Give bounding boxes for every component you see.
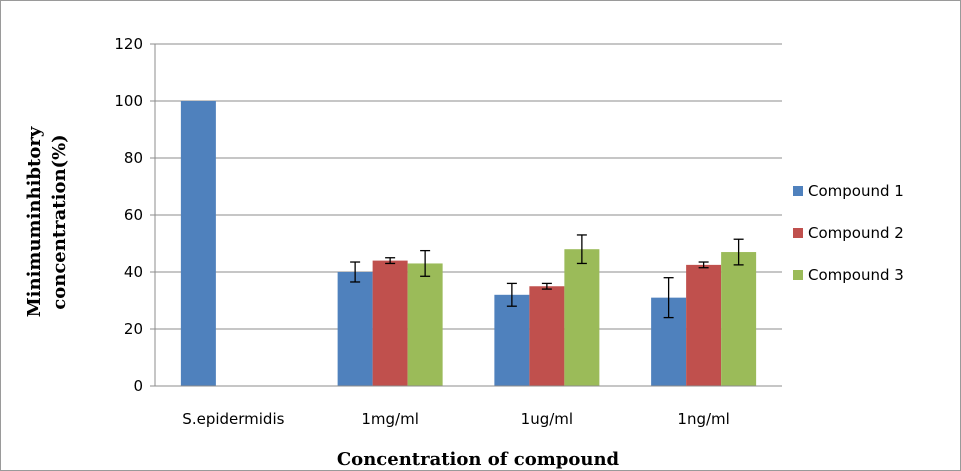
x-axis-label: Concentration of compound [337, 449, 620, 470]
x-tick-label: S.epidermidis [182, 410, 284, 428]
bar [372, 260, 408, 386]
y-tick-label: 120 [114, 35, 143, 53]
label-layer: Minimuminhibtory concentration(%) Concen… [24, 126, 620, 470]
x-tick-label: 1mg/ml [361, 410, 419, 428]
y-tick-label: 0 [133, 377, 143, 395]
legend-swatch [793, 228, 803, 238]
y-tick-label: 20 [124, 320, 143, 338]
legend-swatch [793, 270, 803, 280]
legend: Compound 1 Compound 2 Compound 3 [793, 182, 904, 284]
bar [529, 286, 565, 386]
y-axis-label-line-2: concentration(%) [49, 134, 70, 309]
legend-entry: Compound 1 [808, 182, 904, 200]
bar [721, 252, 757, 386]
bar [494, 294, 530, 386]
y-tick-label: 100 [114, 92, 143, 110]
axis-layer: 0 20 40 60 80 100 120 S.epidermidis 1mg/ml 1ug/ml… [114, 35, 782, 428]
bar-layer [180, 101, 757, 386]
bar [407, 263, 443, 386]
bar [686, 264, 722, 386]
x-tick-label: 1ng/ml [677, 410, 729, 428]
y-tick-label: 80 [124, 149, 143, 167]
legend-swatch [793, 186, 803, 196]
legend-entry: Compound 2 [808, 224, 904, 242]
x-tick-label: 1ug/ml [521, 410, 573, 428]
bar [180, 101, 216, 386]
bar [564, 249, 600, 386]
legend-entry: Compound 3 [808, 266, 904, 284]
y-tick-label: 40 [124, 263, 143, 281]
y-tick-label: 60 [124, 206, 143, 224]
bar [337, 272, 373, 386]
error-layer [350, 234, 744, 319]
y-axis-label-line-1: Minimuminhibtory [24, 126, 45, 317]
